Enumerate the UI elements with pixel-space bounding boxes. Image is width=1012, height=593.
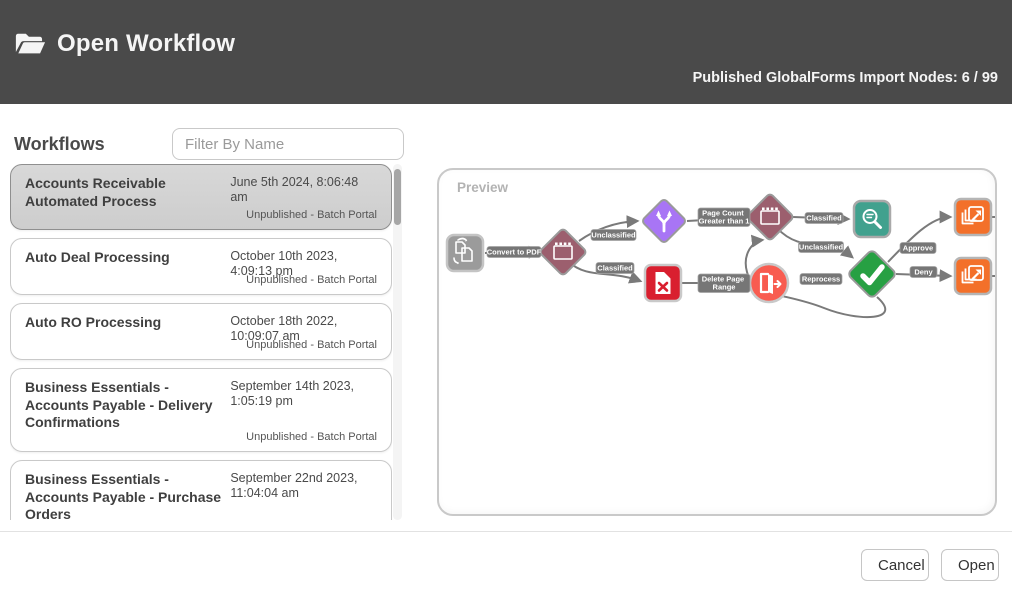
page-delete-icon [655,272,671,294]
window-classify-icon [760,207,780,225]
workflow-diagram: Convert to PDF Unclassified Page Count G… [445,193,995,319]
workflow-preview-panel: Convert to PDF Unclassified Page Count G… [437,168,997,516]
node-approval [848,250,896,298]
svg-text:Convert to PDF: Convert to PDF [487,248,542,257]
svg-text:Unclassified: Unclassified [799,243,844,252]
node-review [852,199,892,239]
workflow-list-item[interactable]: Auto Deal Processing October 10th 2023, … [10,238,392,295]
workflow-name: Auto RO Processing [25,314,162,330]
workflow-date: September 14th 2023, 1:05:19 pm [230,379,355,408]
svg-text:Page Count Greater tha: Page Count Greater than 1 [699,209,750,226]
workflow-name: Accounts Receivable Automated Process [25,175,166,209]
dialog-header: Open Workflow Published GlobalForms Impo… [0,0,1012,104]
svg-text:Classified: Classified [597,264,633,273]
filter-by-name-input[interactable] [172,128,404,160]
node-end-exit [748,262,790,304]
workflow-status: Unpublished - Batch Portal [246,339,377,351]
workflow-status: Unpublished - Batch Portal [246,209,377,221]
scrollbar-thumb[interactable] [394,169,401,225]
node-classify-2 [746,193,794,241]
workflow-list-item[interactable]: Auto RO Processing October 18th 2022, 10… [10,303,392,360]
workflow-date: June 5th 2024, 8:06:48 am [230,175,359,204]
workflow-list-item[interactable]: Business Essentials - Accounts Payable -… [10,460,392,520]
node-classify-1 [539,228,587,276]
workflow-list: Accounts Receivable Automated Process Ju… [10,164,392,520]
workflows-heading: Workflows [14,134,105,154]
edge-label-approve: Approve [899,242,937,254]
edge-label-classified-2: Classified [595,262,635,274]
workflow-date: September 22nd 2023, 11:04:04 am [230,471,358,500]
edge-label-classified-1: Classified [804,212,844,224]
export-external-icon [961,265,984,284]
edge-label-convert: Convert to PDF [486,246,542,258]
edge-label-reprocess: Reprocess [799,273,843,285]
node-branch [642,199,686,243]
svg-text:Reprocess: Reprocess [802,275,840,284]
window-classify-icon [553,242,573,260]
document-search-icon [862,209,882,229]
workflow-name: Business Essentials - Accounts Payable -… [25,379,213,430]
edge-label-page-count: Page Count Greater than 1 [697,207,751,227]
workflow-name: Auto Deal Processing [25,249,170,265]
export-external-icon [961,206,984,225]
node-convert-to-pdf [445,233,485,273]
node-export-2 [953,256,993,296]
cancel-button[interactable]: Cancel [861,549,929,581]
preview-label: Preview [457,180,509,195]
published-nodes-counter: Published GlobalForms Import Nodes: 6 / … [692,70,998,86]
workflow-list-item[interactable]: Business Essentials - Accounts Payable -… [10,368,392,452]
workflow-date: October 18th 2022, 10:09:07 am [230,314,338,343]
workflow-list-scrollbar[interactable] [393,164,402,520]
edge-reprocess [744,234,887,319]
svg-text:Unclassified: Unclassified [591,231,636,240]
edge-approve [887,210,953,263]
workflow-name: Business Essentials - Accounts Payable -… [25,471,222,520]
exit-door-icon [759,272,782,294]
svg-text:Classified: Classified [806,214,842,223]
svg-text:Delete Page Range: Delete Page Range [702,275,747,292]
node-delete-pages [643,263,683,303]
edge-label-unclassified-2: Unclassified [798,241,844,253]
open-folder-icon [14,31,46,57]
edge-label-deny: Deny [909,266,938,278]
edge-unclassified-branch [578,215,640,242]
workflow-status: Unpublished - Batch Portal [246,431,377,443]
branch-split-icon [656,210,672,233]
workflow-date: October 10th 2023, 4:09:13 pm [230,249,338,278]
edge-label-unclassified-1: Unclassified [590,229,637,241]
footer-divider [0,531,1012,532]
svg-text:Deny: Deny [914,268,933,277]
workflow-status: Unpublished - Batch Portal [246,274,377,286]
dialog-title: Open Workflow [57,30,236,57]
node-export-1 [953,197,993,237]
document-convert-icon [453,237,473,265]
workflow-list-item[interactable]: Accounts Receivable Automated Process Ju… [10,164,392,230]
checkmark-icon [860,264,885,286]
open-button[interactable]: Open [941,549,999,581]
svg-text:Approve: Approve [903,244,933,253]
edge-label-delete-range: Delete Page Range [697,273,751,293]
